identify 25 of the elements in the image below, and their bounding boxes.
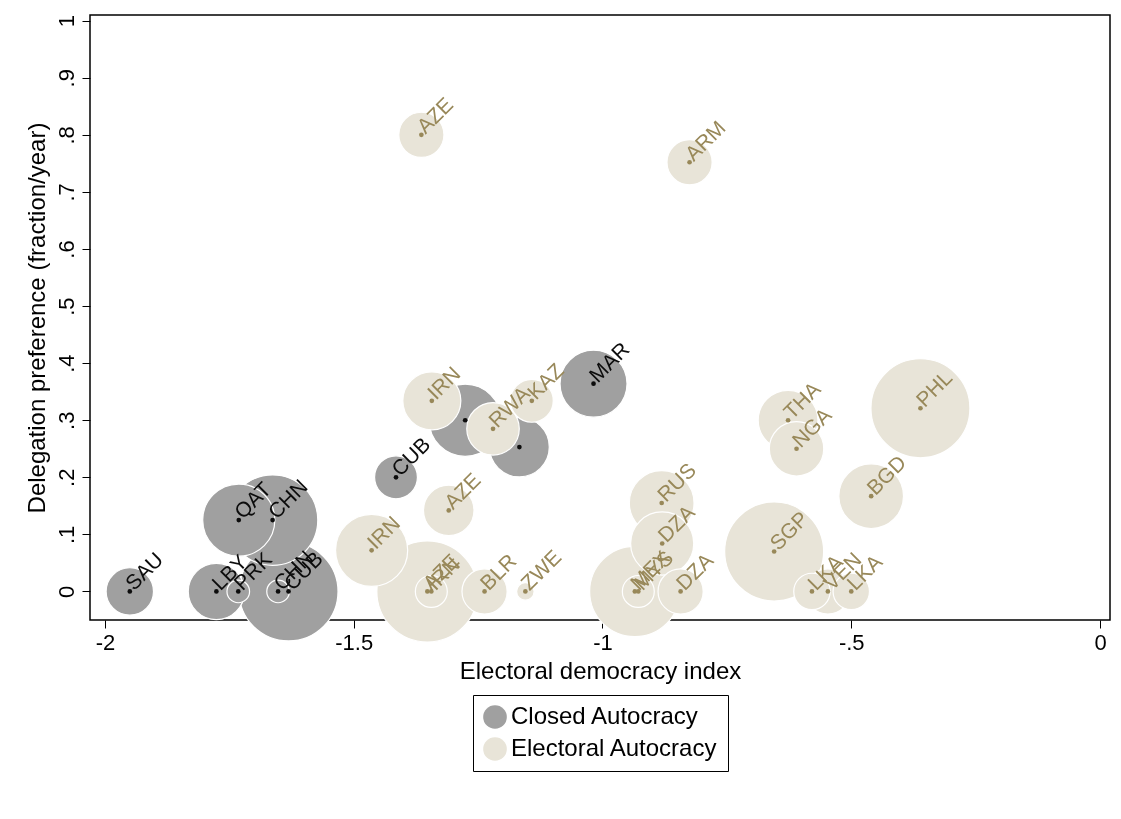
data-label: PHL	[911, 365, 957, 412]
y-tick-label: .8	[53, 126, 79, 145]
y-tick-label: .2	[53, 468, 79, 487]
x-tick-label: -.5	[838, 629, 865, 655]
x-tick-label: -1.5	[335, 629, 374, 655]
data-label: IRN	[422, 361, 465, 404]
legend-label: Closed Autocracy	[511, 702, 698, 729]
y-tick-label: 1	[53, 15, 79, 28]
y-tick-label: 0	[53, 585, 79, 599]
legend-label: Electoral Autocracy	[511, 734, 717, 761]
y-axis-title: Delegation preference (fraction/year)	[22, 122, 50, 514]
data-label: DZA	[671, 548, 718, 595]
x-tick-label: -1	[593, 629, 613, 655]
data-label: IRN	[362, 511, 405, 554]
y-tick-label: .5	[53, 297, 79, 316]
y-tick-label: .7	[53, 183, 79, 202]
x-tick-label: 0	[1094, 629, 1107, 655]
y-tick-label: .1	[53, 525, 79, 545]
data-label: BLR	[475, 549, 521, 595]
y-tick-label: .6	[53, 240, 79, 259]
x-tick-label: -2	[95, 629, 116, 655]
y-tick-label: .3	[53, 411, 79, 430]
y-tick-label: .9	[53, 69, 79, 88]
x-axis-title: Electoral democracy index	[459, 656, 742, 684]
y-tick-label: .4	[53, 354, 79, 373]
